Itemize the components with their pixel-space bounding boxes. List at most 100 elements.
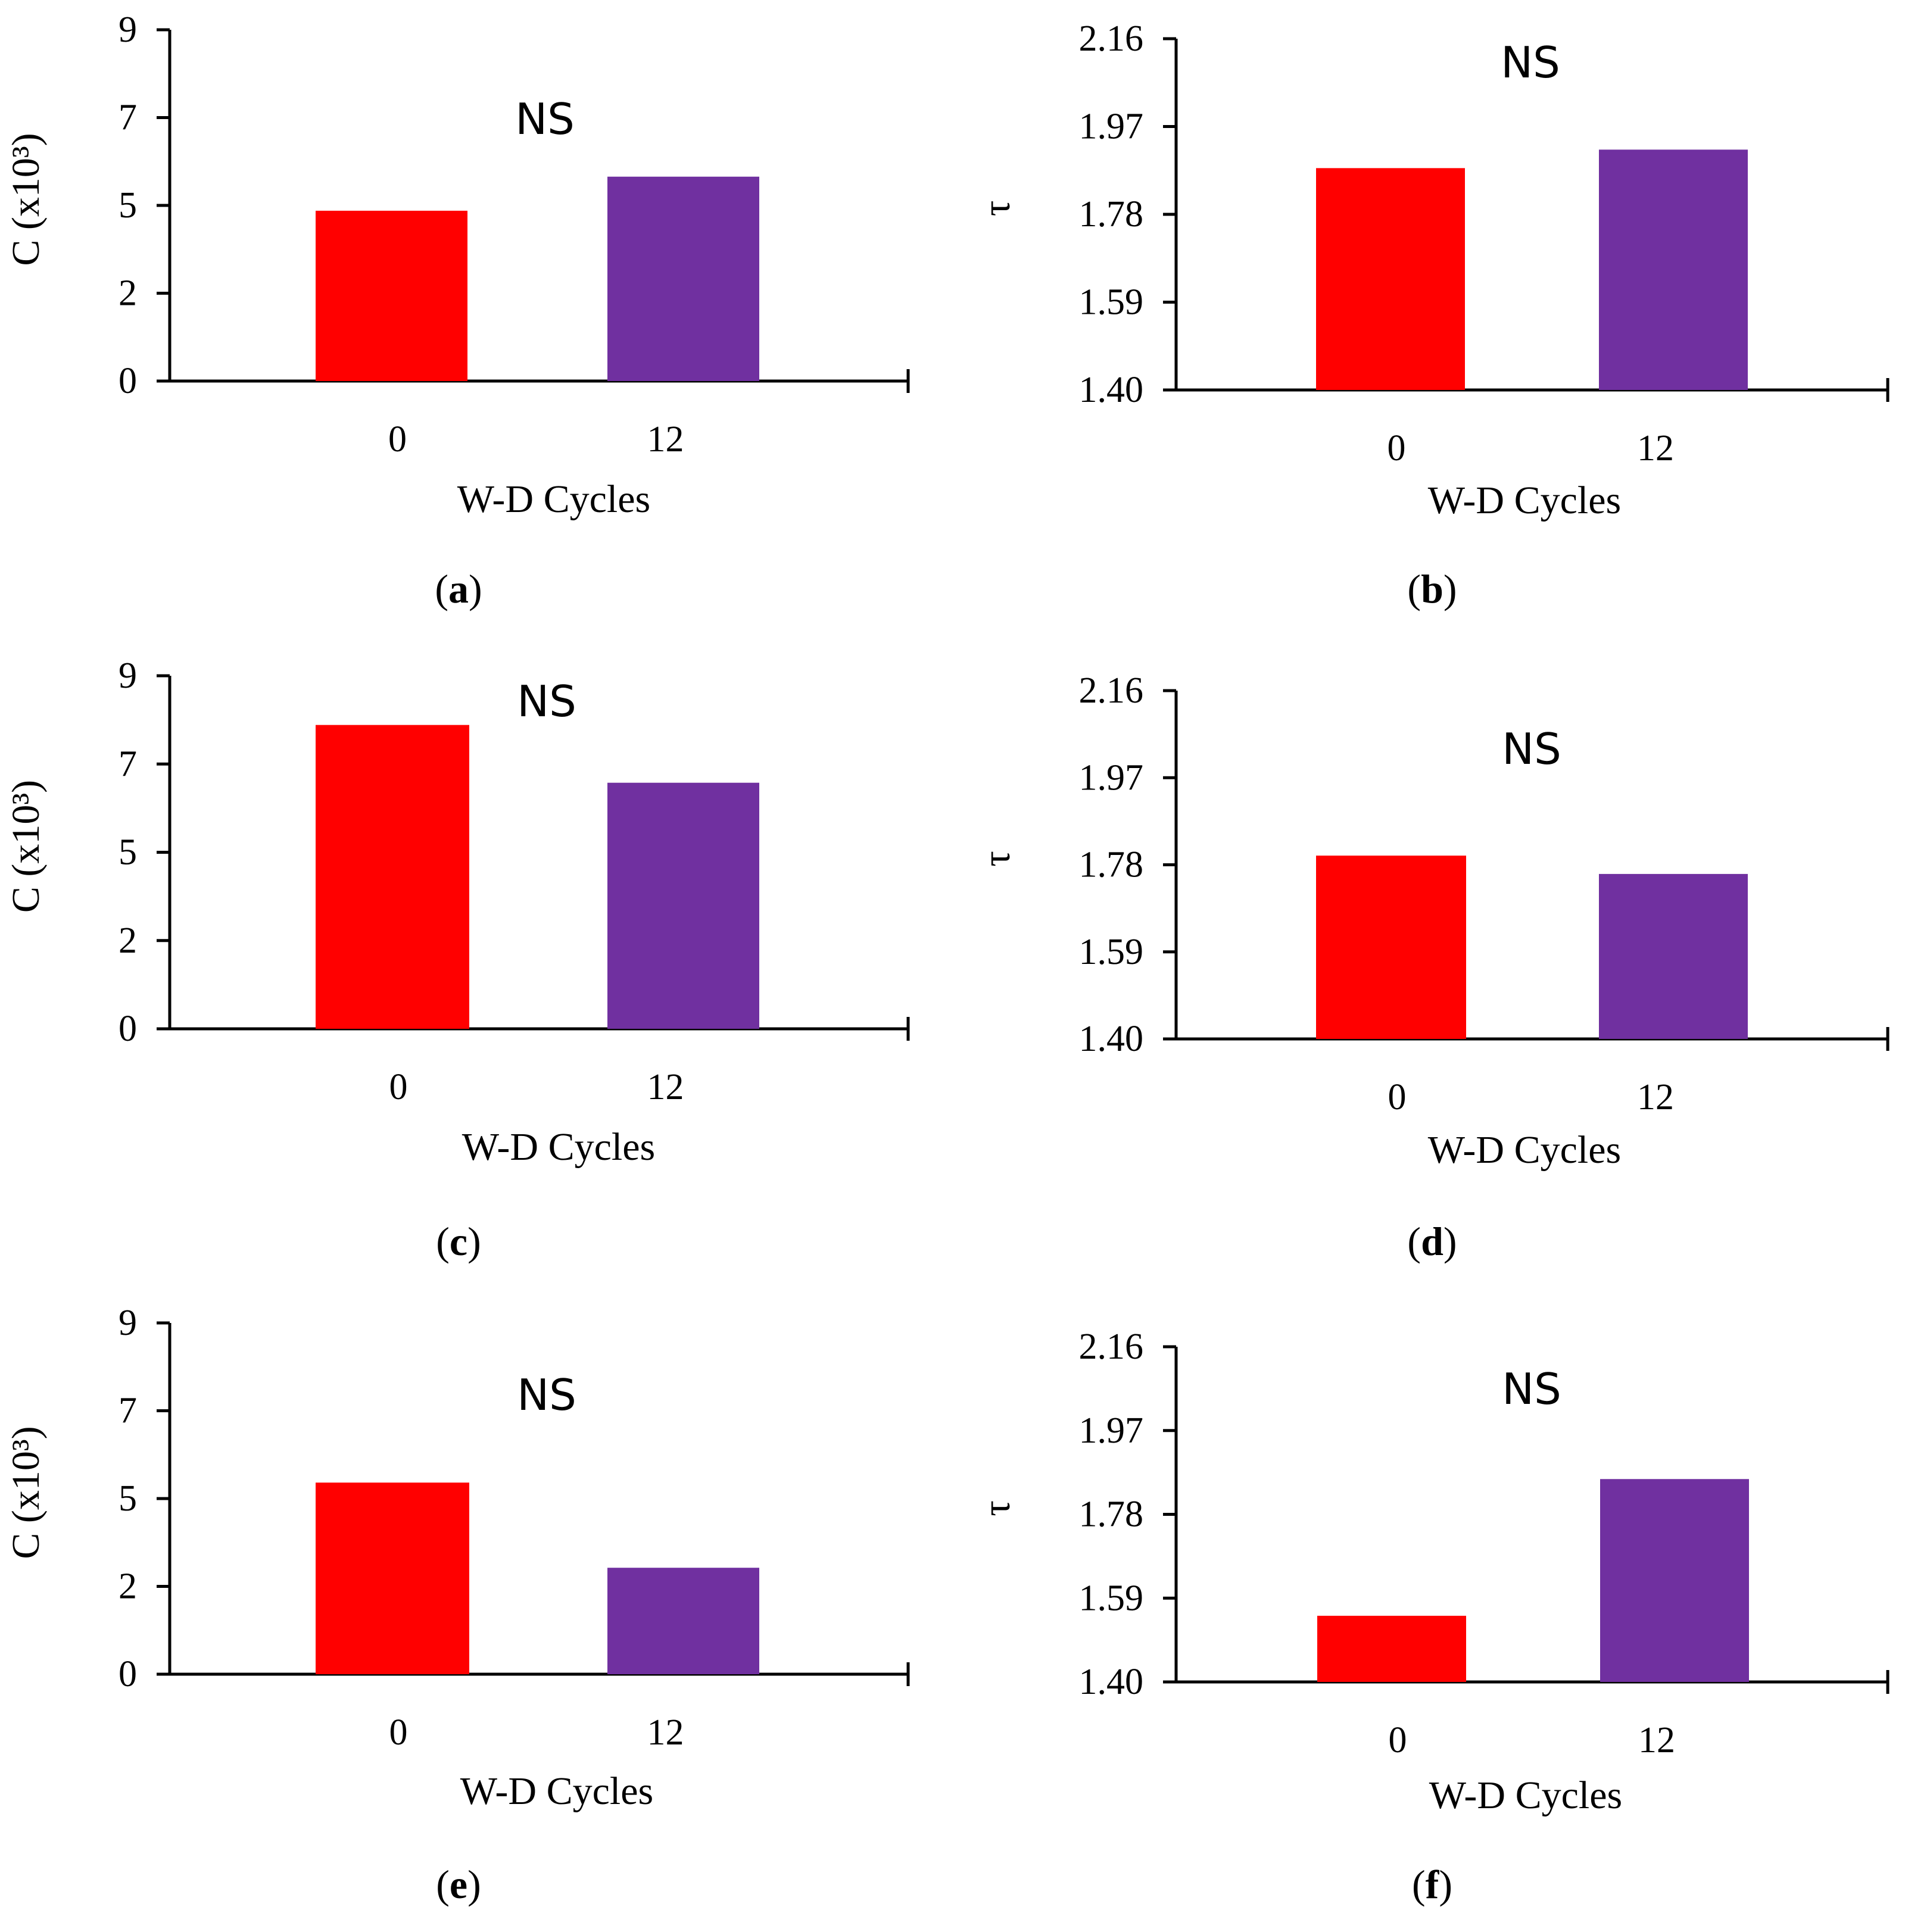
significance-annotation: NS (1502, 724, 1561, 774)
x-tick-label: 12 (1637, 1077, 1674, 1118)
significance-annotation: NS (1501, 38, 1560, 88)
y-axis-label: τ (975, 201, 1018, 217)
bar-0 (1316, 856, 1466, 1039)
bar-12 (1600, 1479, 1749, 1682)
bar-0 (316, 725, 469, 1029)
bar-12 (1599, 873, 1748, 1039)
y-axis-label: τ (975, 1500, 1018, 1516)
x-tick-label: 12 (1638, 1720, 1675, 1761)
significance-annotation: NS (517, 676, 576, 726)
y-tick-label: 9 (119, 656, 137, 696)
panel-label-close: ) (469, 566, 482, 611)
y-tick-label: 1.97 (1079, 757, 1144, 798)
significance-annotation: NS (515, 94, 575, 144)
bar-12 (607, 1568, 759, 1674)
y-tick-label: 0 (119, 1654, 137, 1694)
x-tick-label: 0 (1389, 1720, 1407, 1761)
y-tick-label: 1.78 (1079, 845, 1144, 885)
panel-label-letter: a (448, 566, 469, 611)
y-tick-label: 7 (119, 1391, 137, 1431)
chart-panel-f: 1.40 1.59 1.78 1.97 2.16 0 12 NS W-D Cycles τ (f) (975, 1327, 1890, 1907)
x-tick-label: 0 (1388, 1077, 1407, 1118)
panel-label-letter: d (1421, 1219, 1443, 1264)
x-tick-label: 0 (388, 419, 407, 460)
panel-label: (d) (1407, 1219, 1457, 1264)
bar-12 (607, 176, 759, 381)
panel-label: (c) (436, 1219, 481, 1264)
panel-label-open: ( (1412, 1862, 1426, 1907)
bar-0 (316, 210, 467, 381)
panel-label-open: ( (436, 1862, 450, 1907)
y-tick-label: 7 (119, 98, 137, 138)
panel-label: (e) (436, 1862, 481, 1907)
y-tick-label: 5 (119, 832, 137, 873)
panel-label-letter: b (1421, 566, 1443, 611)
panel-label-open: ( (435, 566, 448, 611)
y-tick-label: 2 (119, 1566, 137, 1607)
panel-label: (b) (1407, 566, 1457, 611)
y-tick-label: 7 (119, 744, 137, 784)
y-axis-label: C (x10³) (4, 133, 48, 266)
x-axis-label: W-D Cycles (457, 477, 650, 521)
y-tick-label: 0 (119, 361, 137, 401)
x-tick-label: 12 (647, 1712, 684, 1753)
x-tick-label: 0 (389, 1067, 408, 1107)
y-tick-label: 9 (119, 10, 137, 50)
y-axis-label: C (x10³) (4, 780, 48, 913)
bar-0 (316, 1482, 469, 1674)
y-tick-label: 1.97 (1079, 1410, 1144, 1451)
panel-label-close: ) (467, 1219, 481, 1264)
y-tick-label: 2.16 (1079, 1327, 1144, 1367)
chart-panel-d: 1.40 1.59 1.78 1.97 2.16 0 12 NS W-D Cycles τ (d) (975, 670, 1890, 1264)
panel-label-close: ) (1439, 1862, 1452, 1907)
x-axis-label: W-D Cycles (1428, 479, 1621, 522)
significance-annotation: NS (517, 1370, 576, 1420)
y-tick-label: 1.78 (1079, 1494, 1144, 1535)
panel-label-letter: c (450, 1219, 467, 1264)
y-tick-label: 1.97 (1079, 107, 1144, 147)
bar-0 (1317, 1615, 1466, 1682)
panel-label-letter: e (450, 1862, 467, 1907)
y-tick-label: 1.40 (1079, 1662, 1144, 1702)
panel-label-letter: f (1426, 1862, 1440, 1907)
chart-panel-a: 0 2 5 7 9 0 12 NS W-D Cycles C (x10³) (a) (4, 10, 910, 611)
y-tick-label: 0 (119, 1009, 137, 1049)
y-tick-label: 2 (119, 920, 137, 961)
y-tick-label: 1.78 (1079, 194, 1144, 235)
x-tick-label: 12 (1637, 428, 1674, 469)
panel-label-open: ( (1407, 1219, 1421, 1264)
chart-panel-e: 0 2 5 7 9 0 12 NS W-D Cycles C (x10³) (e) (4, 1303, 910, 1907)
x-tick-label: 0 (1388, 428, 1406, 469)
y-tick-label: 2.16 (1079, 670, 1144, 711)
y-tick-label: 1.59 (1079, 932, 1144, 972)
y-axis-label: τ (975, 851, 1018, 867)
panel-label-close: ) (1443, 566, 1457, 611)
y-axis-label: C (x10³) (4, 1426, 48, 1559)
chart-panel-c: 0 2 5 7 9 0 12 NS W-D Cycles C (x10³) (c) (4, 656, 910, 1264)
x-tick-label: 12 (647, 1067, 684, 1107)
y-tick-label: 1.59 (1079, 282, 1144, 323)
y-tick-label: 5 (119, 185, 137, 226)
y-tick-label: 1.40 (1079, 1019, 1144, 1059)
y-tick-label: 5 (119, 1478, 137, 1519)
significance-annotation: NS (1502, 1364, 1561, 1414)
x-tick-label: 12 (647, 419, 684, 460)
chart-panel-b: 1.40 1.59 1.78 1.97 2.16 0 12 NS W-D Cycles τ (b) (975, 18, 1890, 611)
panel-label-close: ) (467, 1862, 481, 1907)
panel-label: (f) (1412, 1862, 1452, 1907)
x-axis-label: W-D Cycles (1428, 1128, 1621, 1172)
bar-12 (607, 782, 759, 1029)
x-axis-label: W-D Cycles (460, 1769, 653, 1813)
bar-12 (1599, 149, 1748, 390)
y-tick-label: 9 (119, 1303, 137, 1343)
panel-label: (a) (435, 566, 482, 611)
x-axis-label: W-D Cycles (462, 1125, 655, 1169)
panel-label-close: ) (1443, 1219, 1457, 1264)
y-tick-label: 1.40 (1079, 370, 1144, 410)
y-tick-label: 1.59 (1079, 1578, 1144, 1618)
y-tick-label: 2.16 (1079, 18, 1144, 59)
x-tick-label: 0 (389, 1712, 408, 1753)
y-tick-label: 2 (119, 273, 137, 314)
bar-0 (1316, 168, 1465, 390)
